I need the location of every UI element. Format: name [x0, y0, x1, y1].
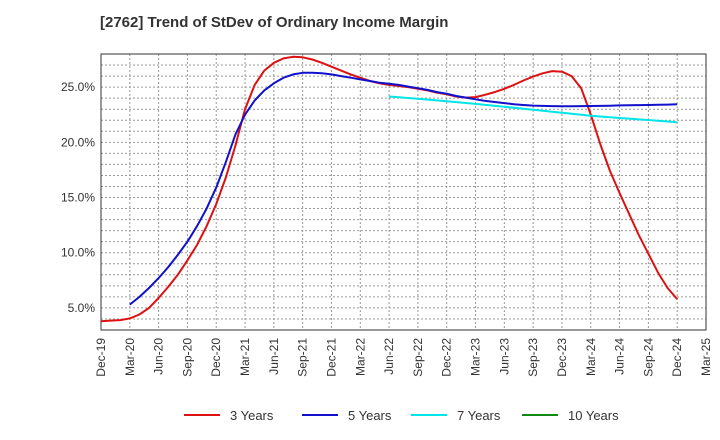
x-tick-label: Jun-21: [267, 338, 281, 375]
x-tick-label: Jun-23: [497, 338, 511, 375]
series-line-7-years: [389, 95, 678, 124]
x-tick-label: Jun-24: [613, 338, 627, 375]
x-tick-label: Sep-23: [526, 338, 540, 377]
x-tick-label: Dec-22: [440, 338, 454, 377]
x-tick-label: Dec-23: [555, 338, 569, 377]
x-tick-label: Sep-21: [296, 338, 310, 377]
series-line-5-years: [129, 71, 678, 306]
x-tick-label: Dec-19: [94, 338, 108, 377]
chart-title: [2762] Trend of StDev of Ordinary Income…: [100, 14, 449, 31]
x-tick-label: Jun-22: [382, 338, 396, 375]
series-lines: [100, 55, 678, 323]
legend-item-7-years: 7 Years: [411, 404, 500, 426]
x-tick-label: Dec-24: [670, 338, 684, 377]
x-tick-label: Jun-20: [152, 338, 166, 375]
legend-item-3-years: 3 Years: [184, 404, 273, 426]
x-axis-tick-labels: Dec-19 Mar-20 Jun-20 Sep-20 Dec-20 Mar-21 Jun-…: [94, 338, 713, 377]
grid-lines: [101, 54, 706, 331]
x-tick-label: Sep-22: [411, 338, 425, 377]
x-tick-label: Dec-21: [324, 338, 338, 377]
x-tick-label: Mar-22: [353, 338, 367, 376]
legend-swatch: [411, 414, 447, 416]
y-tick-label: 5.0%: [68, 301, 96, 315]
x-tick-label: Dec-20: [209, 338, 223, 377]
legend-swatch: [522, 414, 558, 416]
y-tick-label: 10.0%: [61, 246, 95, 260]
x-tick-label: Mar-23: [469, 338, 483, 376]
x-tick-label: Mar-21: [238, 338, 252, 376]
x-tick-label: Mar-24: [584, 338, 598, 376]
x-tick-label: Mar-25: [699, 338, 713, 376]
series-line-3-years: [100, 55, 678, 323]
x-tick-label: Sep-24: [641, 338, 655, 377]
x-tick-label: Sep-20: [180, 338, 194, 377]
legend-label: 3 Years: [230, 407, 274, 423]
legend-label: 5 Years: [348, 407, 392, 423]
legend-swatch: [302, 414, 338, 416]
legend-label: 7 Years: [457, 407, 501, 423]
y-tick-label: 20.0%: [61, 135, 95, 149]
x-tick-label: Mar-20: [123, 338, 137, 376]
y-axis-tick-labels: 5.0% 10.0% 15.0% 20.0% 25.0%: [61, 80, 95, 315]
legend-item-5-years: 5 Years: [302, 404, 391, 426]
plot-area-border: [100, 53, 707, 331]
legend-item-10-years: 10 Years: [522, 404, 619, 426]
legend: 3 Years 5 Years 7 Years 10 Years: [0, 404, 720, 426]
y-tick-label: 25.0%: [61, 80, 95, 94]
legend-swatch: [184, 414, 220, 416]
y-tick-label: 15.0%: [61, 191, 95, 205]
legend-label: 10 Years: [568, 407, 619, 423]
